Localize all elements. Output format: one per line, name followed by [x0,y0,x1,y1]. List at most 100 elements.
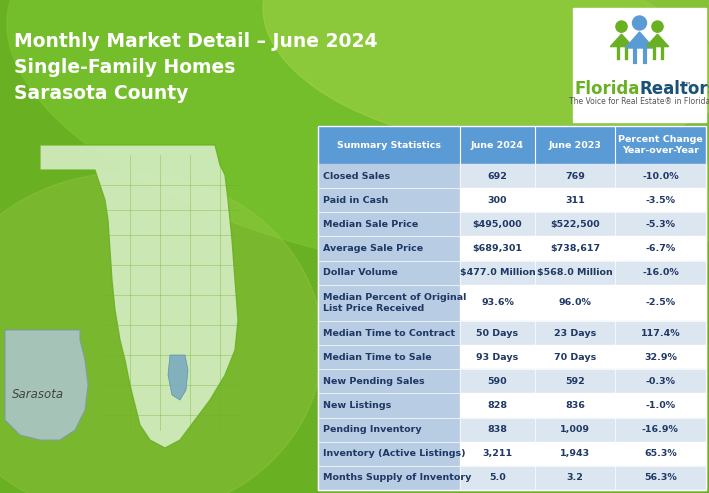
Ellipse shape [263,0,709,149]
Bar [318,345,459,369]
Text: 5.0: 5.0 [489,473,506,483]
Text: 70 Days: 70 Days [554,352,596,362]
Bar [459,237,535,261]
Bar [535,345,615,369]
Text: -1.0%: -1.0% [645,401,676,410]
Ellipse shape [0,173,323,493]
Text: Closed Sales: Closed Sales [323,172,390,180]
Bar [318,442,459,466]
Text: Median Time to Contract: Median Time to Contract [323,328,455,338]
Bar [615,164,706,188]
Bar [535,188,615,212]
Bar [459,188,535,212]
Text: 96.0%: 96.0% [559,298,591,307]
Text: June 2023: June 2023 [549,141,601,149]
Bar [615,345,706,369]
Text: $495,000: $495,000 [473,220,523,229]
Bar [459,393,535,418]
Bar [318,261,459,285]
Bar [535,321,615,345]
Bar [318,321,459,345]
Text: $522,500: $522,500 [550,220,600,229]
Bar [318,212,459,237]
Text: Months Supply of Inventory: Months Supply of Inventory [323,473,471,483]
Bar [615,321,706,345]
Polygon shape [40,145,238,448]
Bar [535,164,615,188]
Bar [535,126,615,164]
Text: -16.9%: -16.9% [642,425,679,434]
Circle shape [616,21,627,32]
Text: Median Time to Sale: Median Time to Sale [323,352,432,362]
Text: 93 Days: 93 Days [476,352,518,362]
Text: June 2024: June 2024 [471,141,524,149]
Text: Realtors: Realtors [640,80,709,98]
Text: Inventory (Active Listings): Inventory (Active Listings) [323,449,466,458]
Bar [615,466,706,490]
Bar [318,188,459,212]
Text: -3.5%: -3.5% [645,196,676,205]
Bar [318,369,459,393]
Bar [615,418,706,442]
Bar [615,126,706,164]
Text: Paid in Cash: Paid in Cash [323,196,389,205]
Bar [535,212,615,237]
Text: Sarasota: Sarasota [12,388,64,401]
Text: 23 Days: 23 Days [554,328,596,338]
Bar [459,369,535,393]
Polygon shape [5,330,88,440]
Bar [459,321,535,345]
Text: 836: 836 [565,401,585,410]
Text: 3,211: 3,211 [482,449,513,458]
Text: ™: ™ [682,80,692,90]
Text: New Pending Sales: New Pending Sales [323,377,425,386]
Bar [318,126,459,164]
Text: 56.3%: 56.3% [644,473,677,483]
Bar [318,418,459,442]
Bar [459,418,535,442]
Bar [459,442,535,466]
Bar [459,285,535,321]
Text: Median Sale Price: Median Sale Price [323,220,418,229]
Circle shape [652,21,663,32]
Text: The Voice for Real Estate® in Florida: The Voice for Real Estate® in Florida [569,97,709,106]
Text: 311: 311 [565,196,585,205]
Bar [318,126,706,490]
Bar [615,442,706,466]
Bar [615,369,706,393]
Text: 117.4%: 117.4% [641,328,680,338]
Text: 692: 692 [488,172,508,180]
Text: 300: 300 [488,196,507,205]
Text: 50 Days: 50 Days [476,328,518,338]
Bar [573,8,706,122]
Polygon shape [625,32,654,48]
Text: 3.2: 3.2 [566,473,584,483]
Text: 93.6%: 93.6% [481,298,514,307]
Bar [318,164,459,188]
Ellipse shape [7,0,709,276]
Text: 32.9%: 32.9% [644,352,677,362]
Text: 1,943: 1,943 [560,449,590,458]
Text: Sarasota County: Sarasota County [14,84,189,103]
Bar [535,237,615,261]
Bar [459,164,535,188]
Bar [459,126,535,164]
Bar [615,261,706,285]
Text: $689,301: $689,301 [472,244,523,253]
Text: $568.0 Million: $568.0 Million [537,268,613,277]
Text: $738,617: $738,617 [550,244,600,253]
Text: 769: 769 [565,172,585,180]
Bar [459,466,535,490]
Bar [615,188,706,212]
Text: -5.3%: -5.3% [645,220,676,229]
Text: -10.0%: -10.0% [642,172,679,180]
Bar [535,393,615,418]
Text: -0.3%: -0.3% [645,377,676,386]
Bar [535,442,615,466]
Bar [615,212,706,237]
Text: New Listings: New Listings [323,401,391,410]
Polygon shape [610,34,632,47]
Text: Dollar Volume: Dollar Volume [323,268,398,277]
Bar [318,466,459,490]
Text: Pending Inventory: Pending Inventory [323,425,422,434]
